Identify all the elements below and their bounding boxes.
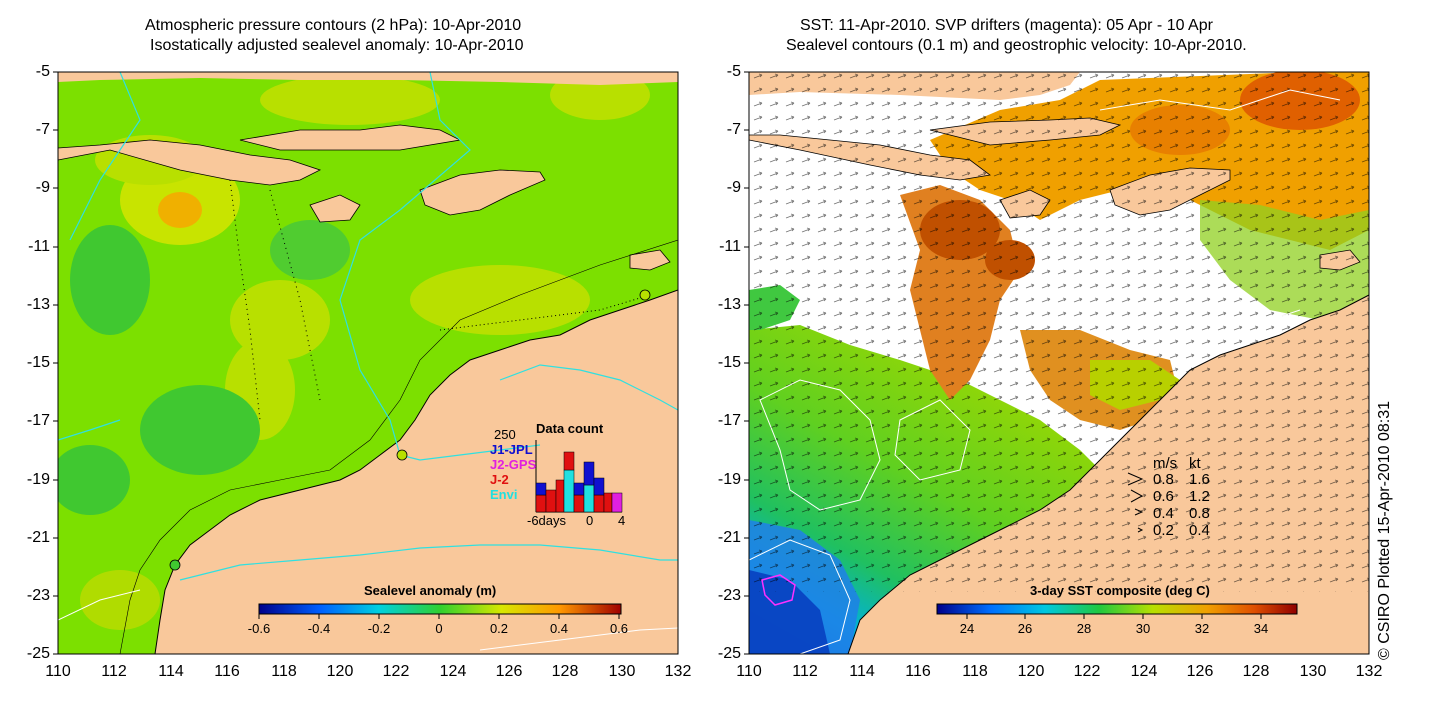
lon-tick: 132 — [1355, 663, 1383, 680]
lat-tick: -15 — [717, 354, 741, 371]
right-title-line2: Sealevel contours (0.1 m) and geostrophi… — [786, 37, 1247, 54]
velocity-legend-kt: 1.2 — [1189, 488, 1210, 505]
lon-tick: 118 — [271, 663, 297, 680]
velocity-legend-kt: 0.4 — [1189, 522, 1210, 539]
left-map — [58, 72, 678, 654]
right-title-line1: SST: 11-Apr-2010. SVP drifters (magenta)… — [800, 17, 1213, 34]
plot-credit: © CSIRO Plotted 15-Apr-2010 08:31 — [1376, 400, 1393, 660]
lon-tick: 110 — [45, 663, 71, 680]
lat-tick: -13 — [717, 296, 741, 313]
velocity-legend-arrows — [1127, 472, 1144, 533]
axis-ticks — [53, 71, 749, 655]
velocity-legend-kt: 1.6 — [1189, 471, 1210, 488]
lon-tick: 116 — [214, 663, 240, 680]
velocity-legend-ms: 0.6 — [1153, 488, 1174, 505]
velocity-legend-ms: 0.2 — [1153, 522, 1174, 539]
lat-tick: -21 — [26, 529, 50, 546]
sealevel-colorbar-tick: 0.2 — [489, 621, 509, 636]
sst-colorbar-tick: 34 — [1253, 621, 1269, 636]
data-count-xtick-left: -6days — [527, 513, 567, 528]
lon-tick: 120 — [326, 663, 354, 680]
lat-tick: -7 — [726, 121, 741, 138]
lat-tick: -13 — [26, 296, 50, 313]
left-title-line1: Atmospheric pressure contours (2 hPa): 1… — [145, 17, 522, 34]
sealevel-colorbar-label: Sealevel anomaly (m) — [364, 583, 497, 598]
lon-tick: 128 — [551, 663, 579, 680]
lon-tick: 122 — [382, 663, 410, 680]
lon-tick: 116 — [905, 663, 931, 680]
lat-tick: -9 — [726, 179, 741, 196]
data-count-series-j2gps: J2-GPS — [490, 457, 537, 472]
sst-colorbar-tick: 32 — [1194, 621, 1210, 636]
lon-tick: 114 — [158, 663, 184, 680]
data-count-series-envi: Envi — [490, 487, 518, 502]
lon-tick: 130 — [608, 663, 636, 680]
sst-colorbar — [936, 603, 1298, 615]
sst-colorbar-label: 3-day SST composite (deg C) — [1030, 583, 1210, 598]
sealevel-colorbar-tick: -0.6 — [247, 621, 271, 636]
sealevel-colorbar-tick: -0.4 — [307, 621, 331, 636]
sealevel-colorbar-tick: 0.4 — [549, 621, 569, 636]
velocity-legend-header-kt: kt — [1189, 455, 1201, 472]
lon-tick: 112 — [792, 663, 818, 680]
lon-tick: 114 — [849, 663, 875, 680]
velocity-legend-header-ms: m/s — [1153, 455, 1178, 472]
lat-tick: -25 — [26, 645, 50, 662]
lon-tick: 118 — [962, 663, 988, 680]
data-count-histogram — [535, 440, 623, 513]
lat-tick: -11 — [719, 238, 741, 255]
lat-tick: -19 — [717, 471, 741, 488]
right-map — [749, 72, 1369, 654]
lat-tick: -19 — [26, 471, 50, 488]
lat-tick: -9 — [35, 179, 50, 196]
data-count-series-j1: J1-JPL — [490, 442, 533, 457]
lon-tick: 126 — [495, 663, 523, 680]
velocity-legend-ms: 0.4 — [1153, 505, 1174, 522]
lat-tick: -5 — [35, 63, 50, 80]
sealevel-colorbar-tick: 0.6 — [609, 621, 629, 636]
lat-tick: -15 — [26, 354, 50, 371]
sst-colorbar-tick: 30 — [1135, 621, 1151, 636]
lat-tick: -17 — [26, 412, 50, 429]
velocity-legend-kt: 0.8 — [1189, 505, 1210, 522]
lat-tick: -11 — [28, 238, 50, 255]
lon-tick: 124 — [1130, 663, 1158, 680]
sealevel-colorbar-tick: 0 — [435, 621, 443, 636]
lon-tick: 128 — [1242, 663, 1270, 680]
lat-tick: -23 — [717, 587, 741, 604]
lat-tick: -23 — [26, 587, 50, 604]
sst-colorbar-tick: 24 — [959, 621, 975, 636]
lat-tick: -25 — [717, 645, 741, 662]
lon-tick: 112 — [101, 663, 127, 680]
left-title-line2: Isostatically adjusted sealevel anomaly:… — [150, 37, 524, 54]
lat-tick: -7 — [35, 121, 50, 138]
data-count-xtick-right: 4 — [618, 513, 626, 528]
lat-tick: -21 — [717, 529, 741, 546]
lat-tick: -5 — [726, 63, 741, 80]
lon-tick: 124 — [439, 663, 467, 680]
lat-tick: -17 — [717, 412, 741, 429]
lon-tick: 120 — [1017, 663, 1045, 680]
data-count-series-j2: J-2 — [490, 472, 509, 487]
lon-tick: 110 — [736, 663, 762, 680]
sst-colorbar-tick: 28 — [1076, 621, 1092, 636]
sst-colorbar-tick: 26 — [1017, 621, 1033, 636]
data-count-xtick-mid: 0 — [586, 513, 594, 528]
lon-tick: 126 — [1186, 663, 1214, 680]
velocity-legend-ms: 0.8 — [1153, 471, 1174, 488]
sealevel-colorbar — [258, 603, 622, 615]
lon-tick: 122 — [1073, 663, 1101, 680]
data-count-title: Data count — [536, 421, 604, 436]
sealevel-colorbar-tick: -0.2 — [367, 621, 391, 636]
lon-tick: 130 — [1299, 663, 1327, 680]
data-count-max: 250 — [494, 427, 516, 442]
lon-tick: 132 — [664, 663, 692, 680]
